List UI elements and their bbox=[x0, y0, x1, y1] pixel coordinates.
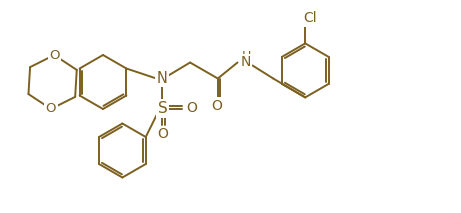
Text: O: O bbox=[49, 49, 59, 62]
Text: S: S bbox=[158, 101, 167, 116]
Text: H: H bbox=[242, 50, 251, 63]
Text: O: O bbox=[46, 102, 56, 115]
Text: O: O bbox=[157, 128, 168, 141]
Text: O: O bbox=[186, 102, 197, 115]
Text: N: N bbox=[157, 71, 168, 86]
Text: Cl: Cl bbox=[303, 12, 317, 25]
Text: O: O bbox=[212, 98, 222, 112]
Text: N: N bbox=[240, 56, 251, 69]
